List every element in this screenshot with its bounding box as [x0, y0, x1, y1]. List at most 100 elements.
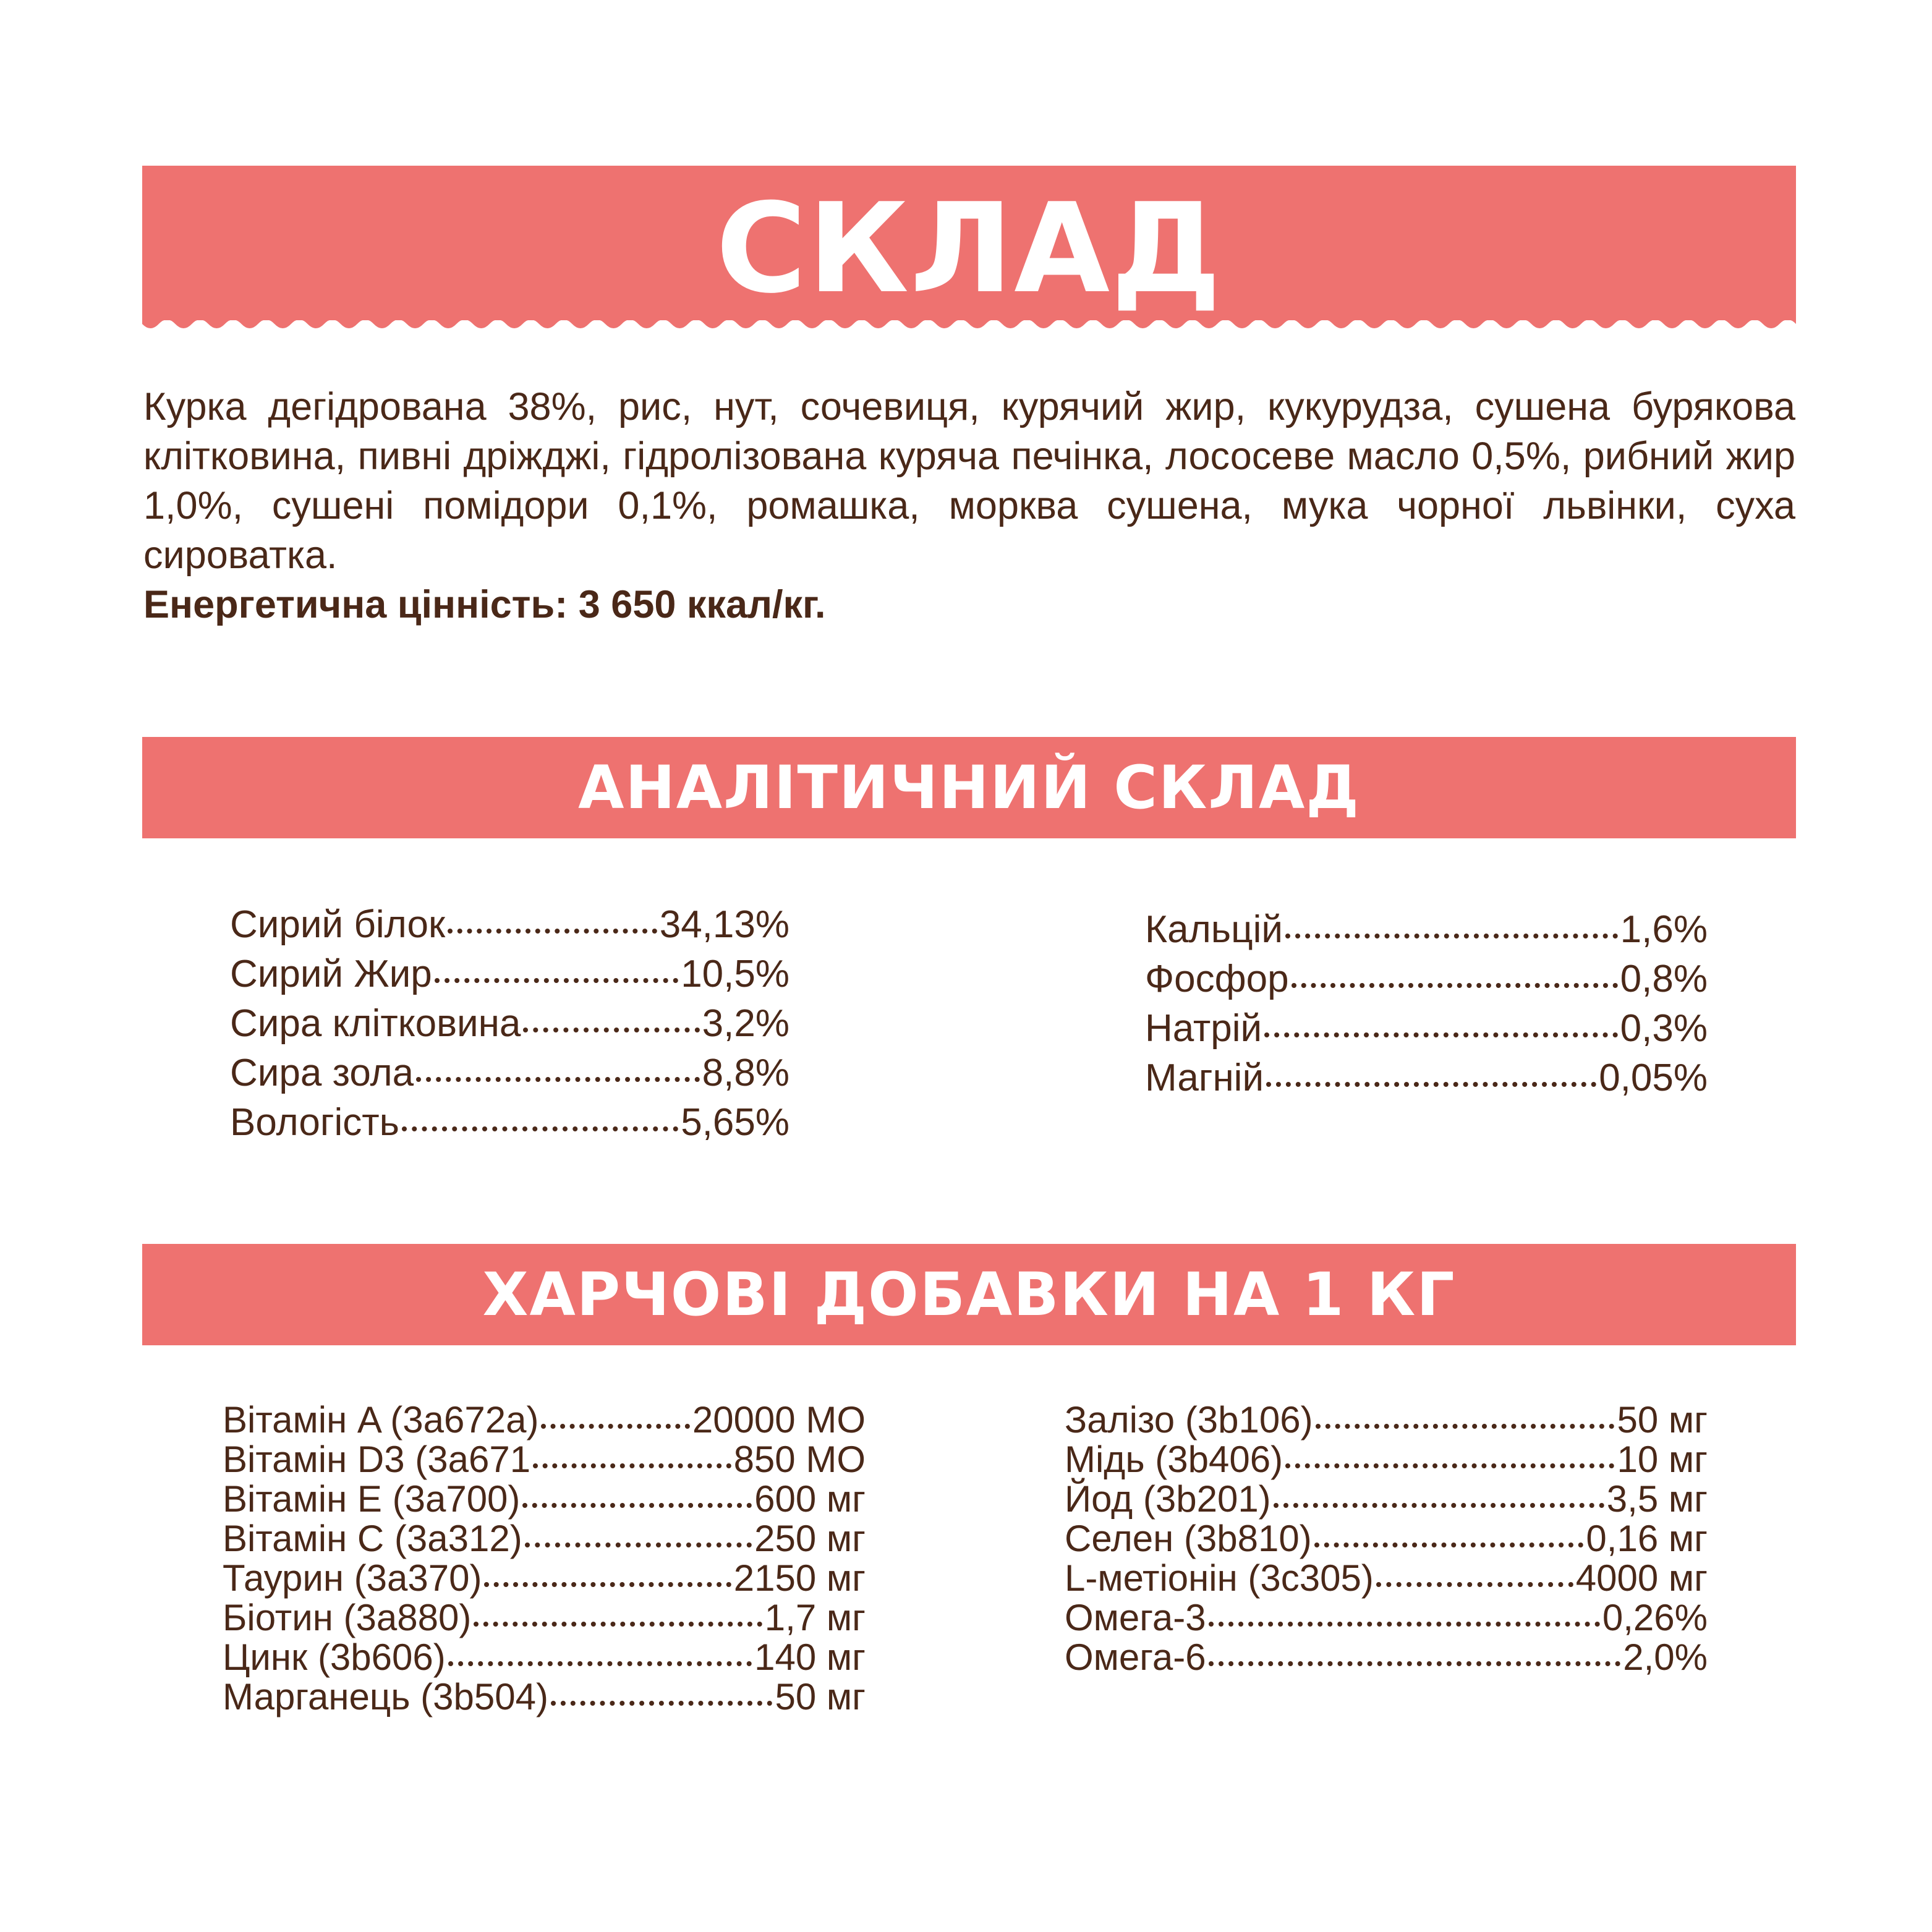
item-label: Йод (3b201) [1065, 1478, 1271, 1520]
leader-dots [1208, 1661, 1621, 1666]
list-item: L-метіонін (3c305) 4000 мг [1065, 1557, 1708, 1599]
item-label: Магній [1145, 1057, 1264, 1099]
leader-dots [448, 929, 657, 934]
leader-dots [1264, 1032, 1618, 1037]
supplements-title: ХАРЧОВІ ДОБАВКИ НА 1 КГ [482, 1260, 1456, 1329]
item-label: Цинк (3b606) [223, 1636, 446, 1678]
item-value: 0,16 мг [1586, 1518, 1708, 1559]
item-label: Сира клітковина [230, 1002, 521, 1045]
item-value: 0,26% [1602, 1597, 1708, 1638]
item-label: Кальцій [1145, 908, 1283, 951]
list-item: Вітамін C (3a312) 250 мг [223, 1517, 866, 1559]
item-label: Вологість [230, 1101, 399, 1144]
energy-value: Енергетична цінність: 3 650 ккал/кг. [143, 583, 826, 626]
item-value: 0,05% [1599, 1057, 1708, 1099]
list-item: Кальцій 1,6% [1145, 908, 1708, 957]
wavy-border [142, 315, 1796, 328]
leader-dots [1285, 1463, 1615, 1468]
analytical-right-list: Кальцій 1,6% Фосфор 0,8% Натрій 0,3% Магній 0,0… [1145, 908, 1708, 1105]
list-item: Сирий Жир 10,5% [230, 952, 789, 1002]
item-label: Мідь (3b406) [1065, 1439, 1283, 1480]
item-value: 50 мг [1617, 1399, 1708, 1440]
item-value: 250 мг [754, 1518, 866, 1559]
leader-dots [522, 1503, 752, 1508]
list-item: Йод (3b201) 3,5 мг [1065, 1478, 1708, 1520]
item-value: 50 мг [775, 1676, 866, 1717]
leader-dots [533, 1463, 731, 1468]
list-item: Омега-3 0,26% [1065, 1596, 1708, 1638]
supplements-left-list: Вітамін A (3a672a) 20000 МО Вітамін D3 (3a… [223, 1398, 866, 1717]
leader-dots [524, 1543, 752, 1547]
ingredients-text: Курка дегідрована 38%, рис, нут, сочевиц… [143, 385, 1795, 577]
list-item: Сирий білок 34,13% [230, 903, 789, 952]
leader-dots [1285, 934, 1618, 938]
leader-dots [401, 1126, 679, 1131]
item-value: 3,2% [702, 1002, 789, 1045]
leader-dots [1273, 1503, 1604, 1508]
item-value: 10,5% [681, 953, 789, 995]
item-label: Марганець (3b504) [223, 1676, 548, 1717]
leader-dots [541, 1424, 690, 1429]
item-label: Вітамін E (3a700) [223, 1478, 521, 1520]
item-value: 2,0% [1623, 1636, 1708, 1678]
list-item: Омега-6 2,0% [1065, 1636, 1708, 1678]
leader-dots [448, 1661, 752, 1666]
item-label: Вітамін D3 (3a671 [223, 1439, 531, 1480]
leader-dots [434, 978, 679, 983]
item-label: Натрій [1145, 1007, 1262, 1050]
leader-dots [523, 1028, 700, 1032]
item-value: 0,8% [1620, 958, 1708, 1000]
item-value: 1,7 мг [764, 1597, 866, 1638]
list-item: Сира клітковина 3,2% [230, 1002, 789, 1051]
list-item: Сира зола 8,8% [230, 1051, 789, 1100]
leader-dots [1315, 1424, 1615, 1429]
analytical-left-list: Сирий білок 34,13% Сирий Жир 10,5% Сира кліт… [230, 903, 789, 1150]
list-item: Біотин (3a880) 1,7 мг [223, 1596, 866, 1638]
analytical-banner: АНАЛІТИЧНИЙ СКЛАД [142, 737, 1796, 838]
item-value: 34,13% [659, 903, 789, 946]
list-item: Вологість 5,65% [230, 1100, 789, 1150]
item-label: Сира зола [230, 1052, 414, 1094]
list-item: Вітамін A (3a672a) 20000 МО [223, 1398, 866, 1440]
item-label: Біотин (3a880) [223, 1597, 472, 1638]
item-value: 0,3% [1620, 1007, 1708, 1050]
composition-title: СКЛАД [715, 177, 1223, 321]
item-label: Таурин (3a370) [223, 1557, 482, 1599]
item-label: Сирий Жир [230, 953, 432, 995]
leader-dots [1291, 983, 1618, 988]
item-label: Омега-6 [1065, 1636, 1206, 1678]
supplements-right-list: Залізо (3b106) 50 мг Мідь (3b406) 10 мг Йод … [1065, 1398, 1708, 1678]
item-label: Фосфор [1145, 958, 1289, 1000]
composition-banner: СКЛАД [142, 166, 1796, 320]
leader-dots [1314, 1543, 1584, 1547]
item-label: Залізо (3b106) [1065, 1399, 1313, 1440]
item-value: 4000 мг [1575, 1557, 1708, 1599]
item-value: 140 мг [754, 1636, 866, 1678]
leader-dots [1208, 1622, 1600, 1627]
item-value: 850 МО [733, 1439, 866, 1480]
item-value: 5,65% [681, 1101, 789, 1144]
leader-dots [484, 1582, 731, 1587]
item-label: Омега-3 [1065, 1597, 1206, 1638]
list-item: Таурин (3a370) 2150 мг [223, 1557, 866, 1599]
list-item: Натрій 0,3% [1145, 1006, 1708, 1056]
list-item: Вітамін E (3a700) 600 мг [223, 1478, 866, 1520]
list-item: Цинк (3b606) 140 мг [223, 1636, 866, 1678]
leader-dots [416, 1077, 700, 1082]
leader-dots [1266, 1082, 1597, 1087]
item-label: Сирий білок [230, 903, 446, 946]
item-label: Вітамін C (3a312) [223, 1518, 522, 1559]
list-item: Залізо (3b106) 50 мг [1065, 1398, 1708, 1440]
item-value: 600 мг [754, 1478, 866, 1520]
item-value: 8,8% [702, 1052, 789, 1094]
list-item: Фосфор 0,8% [1145, 957, 1708, 1006]
item-label: Вітамін A (3a672a) [223, 1399, 539, 1440]
item-value: 1,6% [1620, 908, 1708, 951]
item-value: 3,5 мг [1606, 1478, 1708, 1520]
item-label: Селен (3b810) [1065, 1518, 1312, 1559]
item-label: L-метіонін (3c305) [1065, 1557, 1374, 1599]
leader-dots [550, 1701, 773, 1706]
item-value: 2150 мг [733, 1557, 866, 1599]
list-item: Марганець (3b504) 50 мг [223, 1675, 866, 1717]
list-item: Вітамін D3 (3a671 850 МО [223, 1438, 866, 1480]
